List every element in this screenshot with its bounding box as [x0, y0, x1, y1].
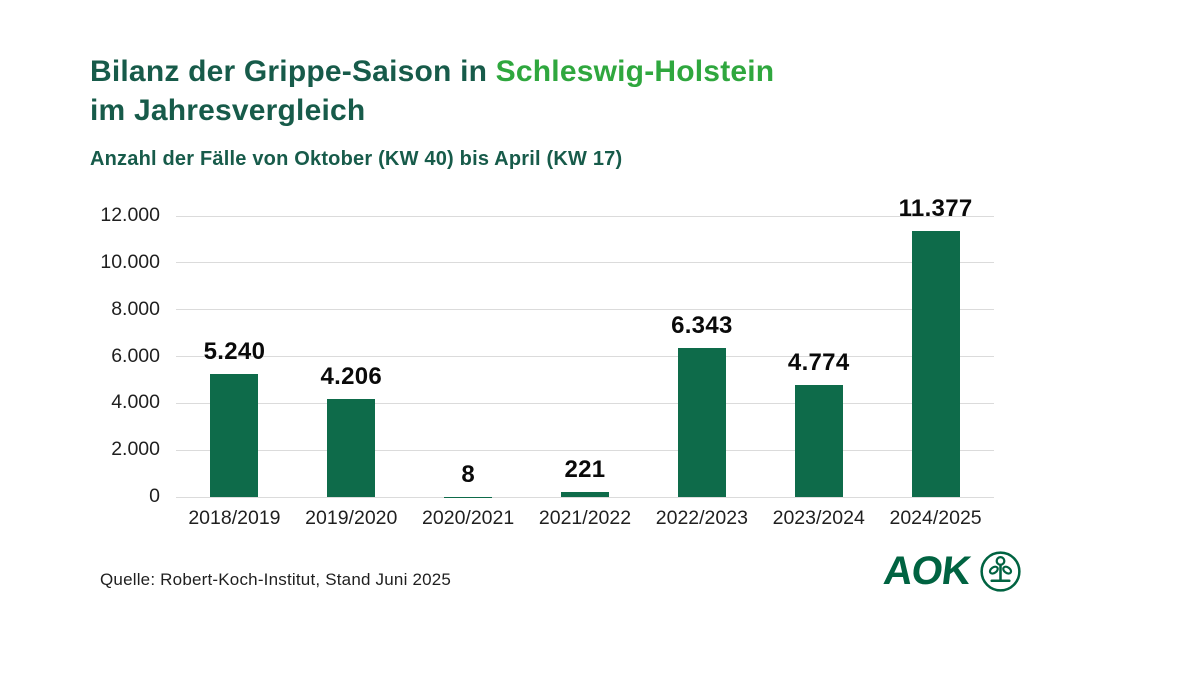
y-tick-label: 4.000: [111, 391, 160, 414]
x-tick-label: 2018/2019: [188, 507, 281, 529]
x-tick-label: 2020/2021: [422, 507, 515, 529]
y-tick-label: 8.000: [111, 297, 160, 320]
x-tick-label: 2024/2025: [889, 507, 982, 529]
aok-sprout-icon: [980, 550, 1021, 592]
gridline: [176, 402, 994, 404]
bar-value-label: 221: [564, 455, 606, 483]
gridline: [176, 496, 994, 498]
gridline: [176, 356, 994, 357]
bar-2022/2023: [677, 348, 726, 497]
gridline: [176, 262, 994, 264]
chart-title: Bilanz der Grippe-Saison in Schleswig-Ho…: [90, 52, 774, 130]
x-tick-label: 2021/2022: [538, 507, 632, 529]
aok-logo: AOK: [881, 549, 1022, 593]
plot-area: 5.240 4.206 8 221 6.343 4.774 11.377: [176, 195, 994, 498]
chart-title-highlight: Schleswig-Holstein: [495, 55, 775, 88]
bar-2023/2024: [794, 385, 843, 497]
bar-value-label: 4.774: [787, 349, 850, 377]
bar-value-label: 11.377: [898, 194, 973, 222]
chart-subtitle: Anzahl der Fälle von Oktober (KW 40) bis…: [90, 148, 623, 170]
y-tick-label: 0: [149, 485, 160, 507]
y-tick-label: 6.000: [111, 344, 160, 367]
bar-value-label: 4.206: [320, 362, 383, 390]
chart-title-part2: im Jahresvergleich: [90, 94, 366, 127]
aok-logo-text: AOK: [881, 549, 973, 593]
chart-title-part1: Bilanz der Grippe-Saison in: [90, 55, 496, 88]
source-note: Quelle: Robert-Koch-Institut, Stand Juni…: [100, 570, 452, 589]
y-tick-label: 12.000: [100, 204, 160, 226]
x-tick-label: 2023/2024: [772, 507, 865, 529]
gridline: [176, 449, 994, 451]
x-tick-label: 2019/2020: [305, 507, 398, 529]
y-axis-labels: 0 2.000 4.000 6.000 8.000 10.000 12.000: [0, 204, 160, 507]
x-tick-label: 2022/2023: [655, 507, 748, 529]
bar-2019/2020: [327, 398, 376, 497]
y-tick-label: 2.000: [111, 438, 160, 461]
y-tick-label: 10.000: [100, 250, 160, 273]
bar-2021/2022: [561, 491, 609, 497]
gridline: [176, 309, 994, 311]
bar-value-label: 8: [461, 460, 475, 488]
x-axis-labels: 2018/2019 2019/2020 2020/2021 2021/2022 2022…: [176, 507, 994, 535]
gridline: [176, 215, 994, 217]
bar-value-label: 6.343: [671, 312, 733, 340]
bar-value-label: 5.240: [203, 338, 266, 366]
bar-2024/2025: [911, 230, 960, 497]
bar-2018/2019: [210, 374, 259, 497]
